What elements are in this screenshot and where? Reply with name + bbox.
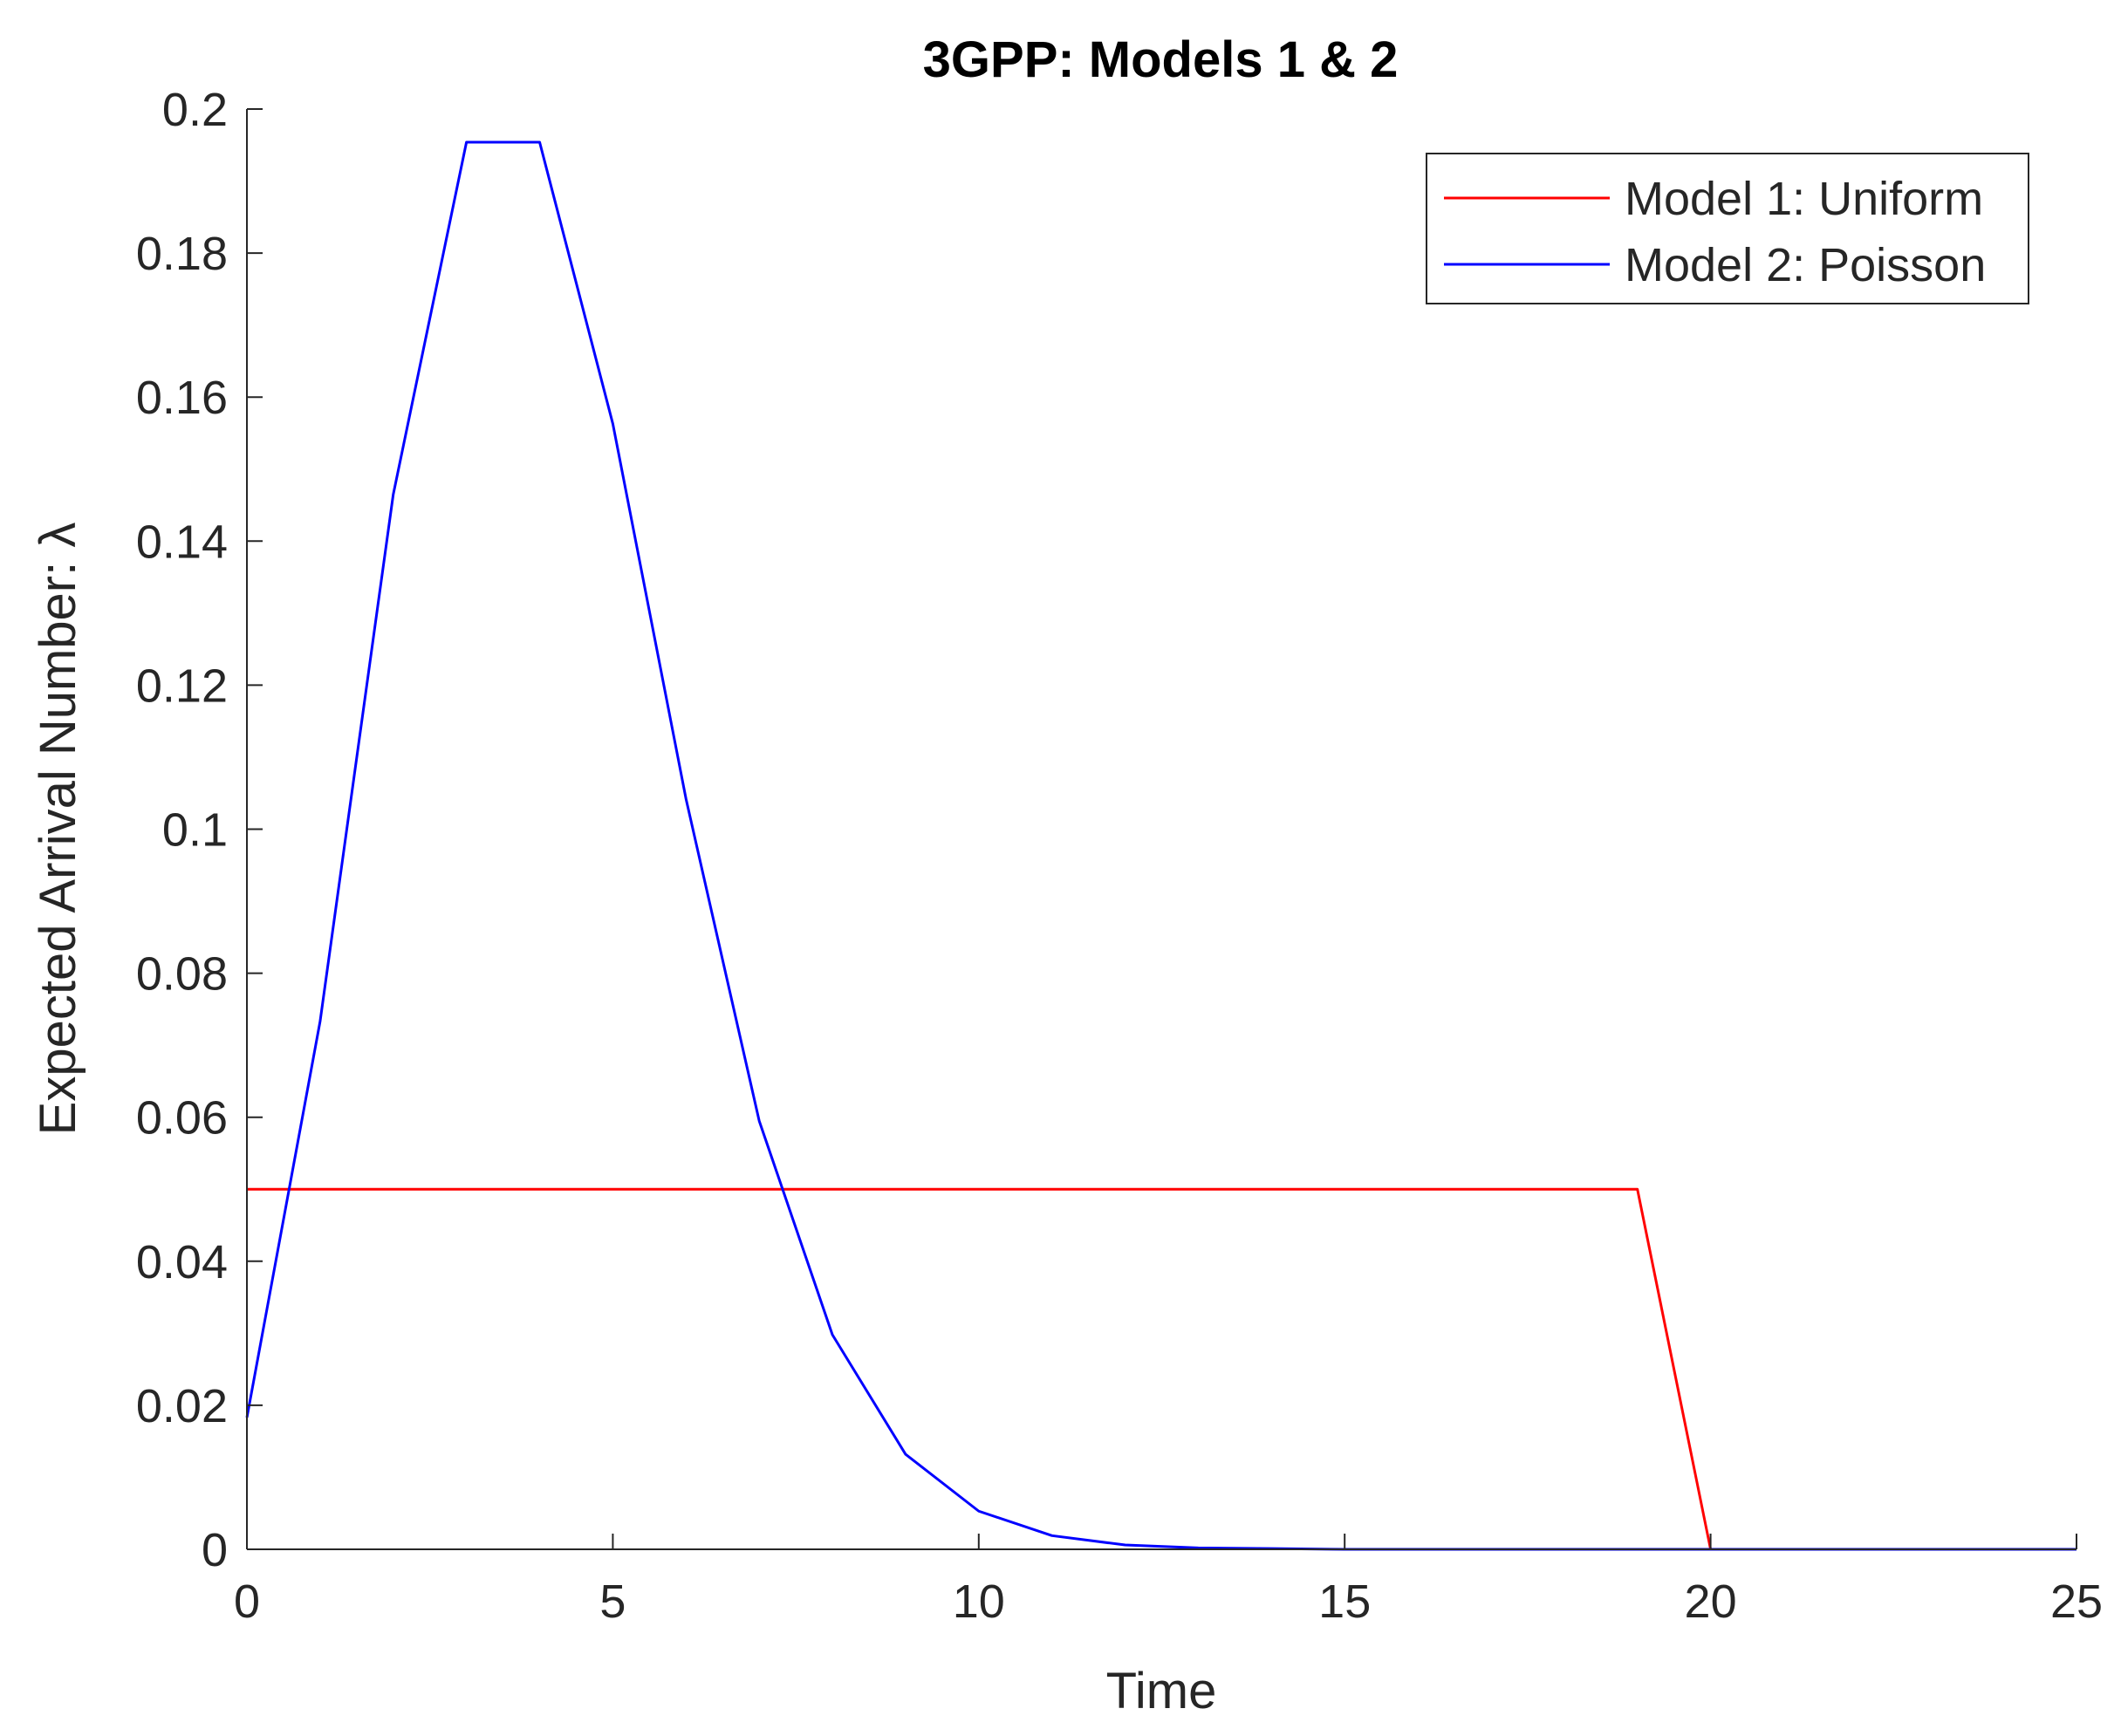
chart-title: 3GPP: Models 1 & 2 xyxy=(923,31,1399,88)
x-tick-label: 0 xyxy=(234,1575,260,1628)
x-tick-label: 20 xyxy=(1685,1575,1737,1628)
y-axis-label: Expected Arrival Number: λ xyxy=(30,523,86,1136)
x-axis-label: Time xyxy=(1106,1663,1217,1719)
y-tick-label: 0.14 xyxy=(136,516,228,568)
x-tick-label: 10 xyxy=(953,1575,1005,1628)
y-tick-label: 0.2 xyxy=(162,84,228,136)
plot-area xyxy=(245,140,2077,1551)
y-axis-ticks: 0 0.02 0.04 0.06 0.08 0.1 0.12 0.14 0.16 0.18 0.2 xyxy=(136,84,263,1576)
x-tick-label: 15 xyxy=(1318,1575,1371,1628)
x-axis-ticks: 0 5 10 15 20 25 xyxy=(234,1534,2103,1628)
legend-label-model-1: Model 1: Uniform xyxy=(1625,173,1983,225)
legend-box xyxy=(1426,153,2029,304)
x-tick-label: 5 xyxy=(599,1575,626,1628)
series-line-model-1-uniform xyxy=(247,1187,2077,1551)
legend: Model 1: Uniform Model 2: Poisson xyxy=(1426,153,2029,304)
y-tick-label: 0.12 xyxy=(136,660,228,712)
y-tick-label: 0.18 xyxy=(136,228,228,280)
y-tick-label: 0.04 xyxy=(136,1236,228,1288)
y-tick-label: 0.06 xyxy=(136,1092,228,1145)
x-tick-label: 25 xyxy=(2050,1575,2103,1628)
y-tick-label: 0.02 xyxy=(136,1380,228,1432)
y-tick-label: 0.16 xyxy=(136,372,228,424)
y-tick-label: 0.1 xyxy=(162,804,228,857)
series-line-model-2-poisson xyxy=(245,140,2077,1551)
y-tick-label: 0.08 xyxy=(136,948,228,1001)
y-tick-label: 0 xyxy=(202,1524,228,1576)
legend-label-model-2: Model 2: Poisson xyxy=(1625,239,1986,291)
